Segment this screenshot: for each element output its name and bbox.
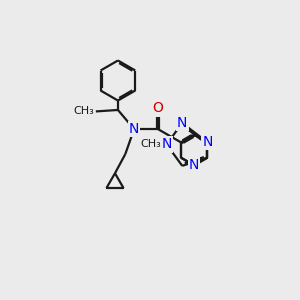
- Text: CH₃: CH₃: [140, 139, 161, 149]
- Text: N: N: [177, 116, 188, 130]
- Text: N: N: [129, 122, 139, 136]
- Text: N: N: [202, 135, 213, 149]
- Text: N: N: [189, 158, 200, 172]
- Text: O: O: [152, 101, 164, 116]
- Text: N: N: [161, 137, 172, 152]
- Text: CH₃: CH₃: [74, 106, 94, 116]
